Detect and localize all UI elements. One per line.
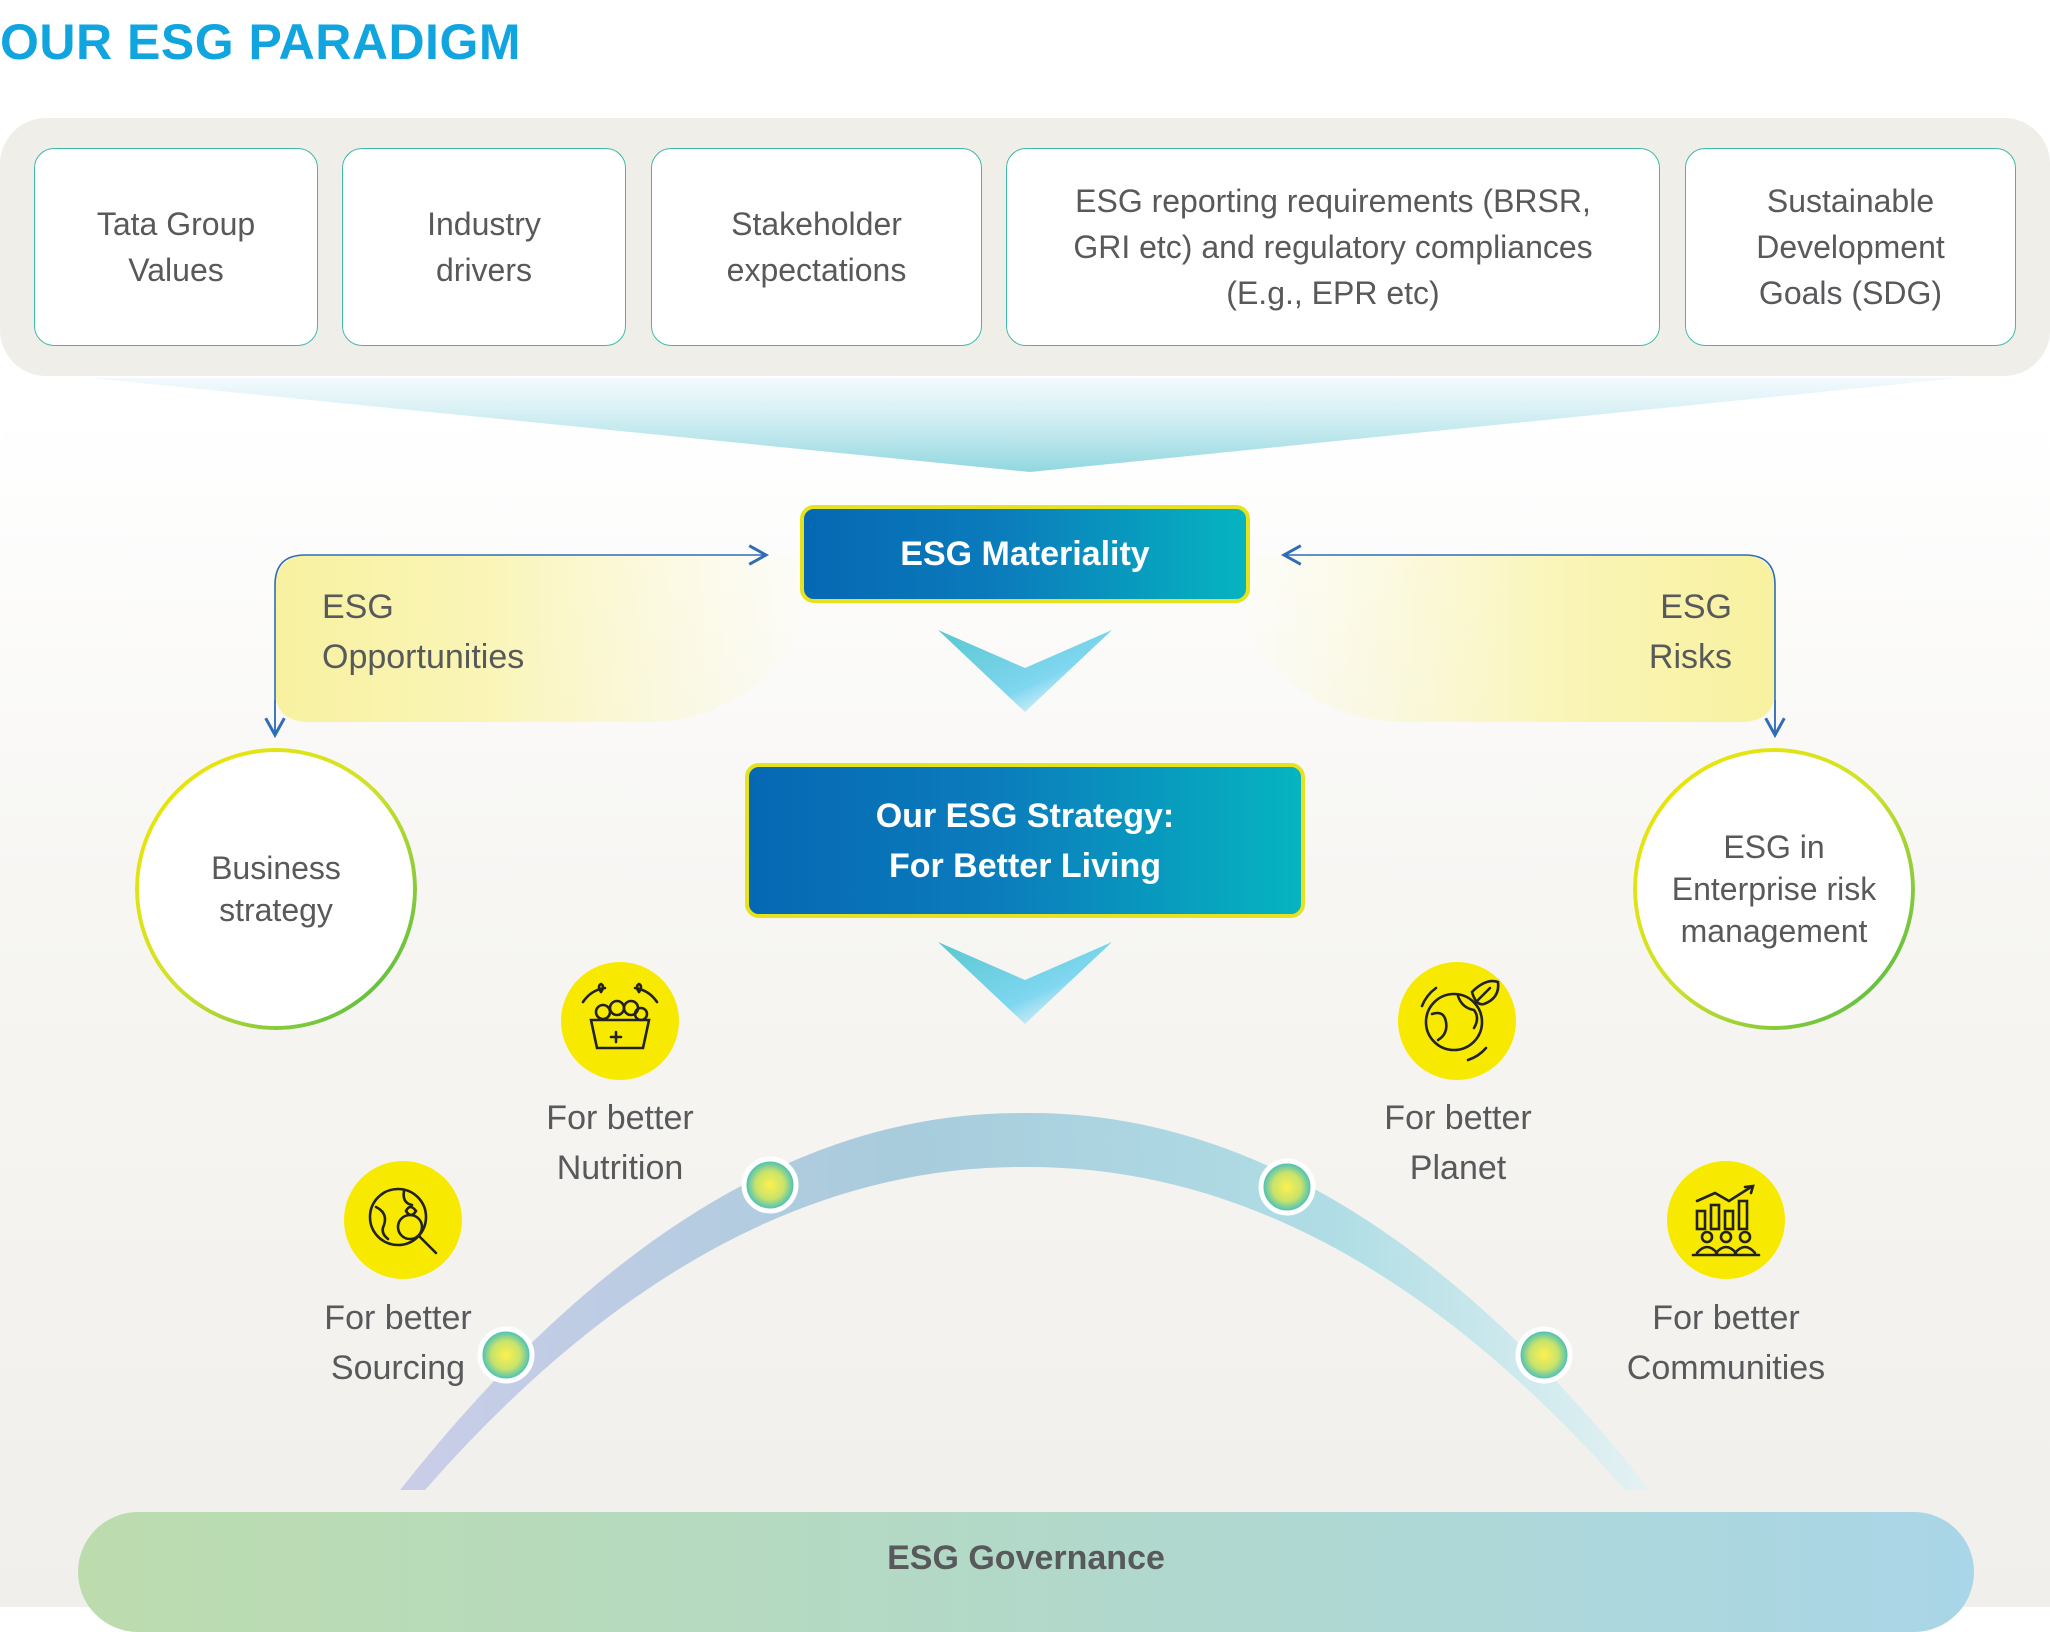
pillar-line: Nutrition [556, 1149, 684, 1187]
risks-line: Risks [1648, 638, 1732, 676]
pillar-line: For better [1384, 1099, 1532, 1137]
arrow-to-materiality-left [274, 544, 770, 735]
input-label: Sustainable Development Goals (SDG) [1756, 183, 1945, 311]
strategy-arc [400, 1112, 1650, 1490]
input-box-sdg: Sustainable Development Goals (SDG) [1685, 148, 2016, 346]
opportunities-line: ESG [322, 588, 394, 626]
input-label: Tata Group Values [96, 206, 256, 288]
input-label: Stakeholder expectations [726, 206, 907, 288]
funnel-shape [90, 378, 1960, 472]
input-box-reporting-requirements: ESG reporting requirements (BRSR, GRI et… [1006, 148, 1660, 346]
arc-dot-nutrition [741, 1156, 799, 1214]
pillar-line: For better [546, 1099, 694, 1137]
arc-dot-communities [1515, 1326, 1573, 1384]
input-label: ESG reporting requirements (BRSR, GRI et… [1073, 183, 1593, 311]
erm-circle: ESG in Enterprise risk management [1633, 748, 1915, 1030]
business-strategy-line: Business [211, 850, 341, 886]
planet-earth-leaf-icon [1398, 962, 1516, 1080]
business-strategy-circle: Business strategy [135, 748, 417, 1030]
business-strategy-line: strategy [219, 892, 333, 928]
risks-band [1230, 555, 1775, 722]
page-title: OUR ESG PARADIGM [0, 14, 521, 70]
pillar-sourcing-label: For better Sourcing [258, 1293, 538, 1393]
esg-opportunities-label: ESG Opportunities [322, 582, 524, 682]
pillar-line: Planet [1409, 1149, 1507, 1187]
input-box-stakeholder-expectations: Stakeholder expectations [651, 148, 982, 346]
erm-line: Enterprise risk [1671, 871, 1877, 907]
arrow-to-materiality-right [1280, 544, 1776, 735]
sourcing-globe-magnifier-icon [344, 1161, 462, 1279]
nutrition-basket-icon [561, 962, 679, 1080]
risks-line: ESG [1660, 588, 1732, 626]
arc-dot-sourcing [477, 1326, 535, 1384]
pillar-line: For better [324, 1299, 472, 1337]
input-box-industry-drivers: Industry drivers [342, 148, 626, 346]
pillar-line: Sourcing [330, 1349, 466, 1387]
esg-governance-label: ESG Governance [887, 1539, 1165, 1577]
pillar-planet-label: For better Planet [1318, 1093, 1598, 1193]
esg-strategy-box: Our ESG Strategy: For Better Living [745, 763, 1305, 918]
esg-governance-bar: ESG Governance [78, 1512, 1974, 1632]
esg-risks-label: ESG Risks [1560, 582, 1732, 682]
chevron-down-icon [938, 630, 1112, 712]
communities-growth-icon [1667, 1161, 1785, 1279]
pillar-line: For better [1652, 1299, 1800, 1337]
esg-materiality-box: ESG Materiality [800, 505, 1250, 603]
opportunities-line: Opportunities [322, 638, 525, 676]
erm-line: management [1680, 913, 1868, 949]
input-box-tata-group-values: Tata Group Values [34, 148, 318, 346]
input-label: Industry drivers [427, 206, 541, 288]
strategy-line: Our ESG Strategy: [875, 796, 1175, 835]
pillar-communities-label: For better Communities [1586, 1293, 1866, 1393]
pillar-line: Communities [1626, 1349, 1826, 1387]
chevron-down-icon [938, 942, 1112, 1024]
esg-materiality-label: ESG Materiality [900, 535, 1150, 573]
opportunities-band [275, 555, 820, 722]
strategy-line: For Better Living [888, 846, 1161, 885]
erm-line: ESG in [1723, 829, 1825, 865]
arc-dot-planet [1258, 1158, 1316, 1216]
pillar-nutrition-label: For better Nutrition [480, 1093, 760, 1193]
